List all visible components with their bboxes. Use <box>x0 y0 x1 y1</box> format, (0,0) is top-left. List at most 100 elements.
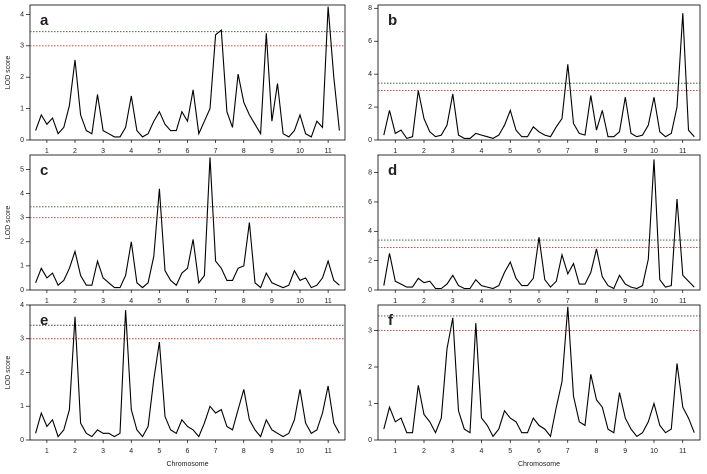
y-tick-label: 0 <box>20 437 24 444</box>
x-tick-label: 8 <box>595 148 599 155</box>
x-tick-label: 9 <box>270 298 274 305</box>
x-tick-label: 1 <box>45 448 49 455</box>
x-tick-label: 7 <box>566 298 570 305</box>
x-tick-label: 4 <box>480 298 484 305</box>
lod-curve <box>35 6 340 138</box>
x-tick-label: 2 <box>422 298 426 305</box>
y-tick-label: 3 <box>20 43 24 50</box>
x-tick-label: 10 <box>650 298 658 305</box>
x-tick-label: 1 <box>45 148 49 155</box>
panel-letter: d <box>388 162 397 179</box>
x-tick-label: 8 <box>595 298 599 305</box>
y-axis-label: LOD score <box>5 356 12 390</box>
x-axis-label: Chromosome <box>166 461 208 468</box>
x-tick-label: 8 <box>242 448 246 455</box>
x-tick-label: 3 <box>101 148 105 155</box>
y-tick-label: 1 <box>20 263 24 270</box>
x-tick-label: 1 <box>393 148 397 155</box>
x-axis-label: Chromosome <box>518 461 560 468</box>
x-tick-label: 8 <box>242 298 246 305</box>
plot-frame <box>377 4 701 141</box>
y-tick-label: 0 <box>20 137 24 144</box>
y-tick-label: 0 <box>368 437 372 444</box>
y-tick-label: 2 <box>20 369 24 376</box>
y-tick-label: 4 <box>20 11 24 18</box>
y-tick-label: 4 <box>20 302 24 309</box>
x-tick-label: 3 <box>101 448 105 455</box>
x-tick-label: 10 <box>296 448 304 455</box>
lod-curve <box>383 13 695 140</box>
x-tick-label: 4 <box>480 448 484 455</box>
y-tick-label: 3 <box>20 336 24 343</box>
x-tick-label: 11 <box>679 298 686 305</box>
x-tick-label: 4 <box>129 148 133 155</box>
x-tick-label: 4 <box>129 298 133 305</box>
y-tick-label: 4 <box>20 190 24 197</box>
y-axis-label: LOD score <box>5 206 12 240</box>
y-tick-label: 1 <box>368 400 372 407</box>
x-tick-label: 3 <box>451 148 455 155</box>
plot-frame <box>377 304 701 441</box>
y-tick-label: 1 <box>20 105 24 112</box>
x-tick-label: 2 <box>73 298 77 305</box>
y-tick-label: 2 <box>20 74 24 81</box>
x-tick-label: 10 <box>650 148 658 155</box>
x-tick-label: 5 <box>157 448 161 455</box>
y-tick-label: 3 <box>20 215 24 222</box>
lod-curve <box>35 157 340 289</box>
x-tick-label: 5 <box>508 448 512 455</box>
lod-curve <box>383 306 695 438</box>
y-tick-label: 5 <box>20 166 24 173</box>
x-tick-label: 5 <box>508 148 512 155</box>
x-tick-label: 1 <box>45 298 49 305</box>
y-tick-label: 2 <box>20 239 24 246</box>
y-tick-label: 3 <box>368 327 372 334</box>
x-tick-label: 8 <box>595 448 599 455</box>
x-tick-label: 4 <box>129 448 133 455</box>
y-tick-label: 2 <box>368 257 372 264</box>
x-tick-label: 6 <box>537 448 541 455</box>
y-tick-label: 1 <box>20 403 24 410</box>
y-tick-label: 0 <box>368 137 372 144</box>
x-tick-label: 7 <box>566 148 570 155</box>
x-tick-label: 9 <box>623 448 627 455</box>
y-tick-label: 8 <box>368 5 372 12</box>
x-tick-label: 2 <box>73 148 77 155</box>
y-tick-label: 0 <box>368 287 372 294</box>
y-tick-label: 2 <box>368 104 372 111</box>
x-tick-label: 2 <box>422 448 426 455</box>
y-tick-label: 2 <box>368 364 372 371</box>
y-tick-label: 6 <box>368 38 372 45</box>
panel-letter: b <box>388 12 397 29</box>
x-tick-label: 3 <box>451 448 455 455</box>
x-tick-label: 7 <box>566 448 570 455</box>
x-tick-label: 6 <box>537 298 541 305</box>
x-tick-label: 3 <box>451 298 455 305</box>
x-tick-label: 11 <box>679 448 686 455</box>
x-tick-label: 11 <box>324 148 331 155</box>
y-axis-label: LOD score <box>5 56 12 90</box>
x-tick-label: 5 <box>157 298 161 305</box>
y-tick-label: 6 <box>368 199 372 206</box>
lod-curve <box>35 310 340 438</box>
x-tick-label: 7 <box>214 448 218 455</box>
x-tick-label: 5 <box>157 148 161 155</box>
x-tick-label: 9 <box>623 148 627 155</box>
y-tick-label: 4 <box>368 228 372 235</box>
panel-letter: f <box>388 312 394 329</box>
panel-letter: a <box>40 12 49 29</box>
y-tick-label: 4 <box>368 71 372 78</box>
y-tick-label: 0 <box>20 287 24 294</box>
panel-letter: e <box>40 312 48 329</box>
x-tick-label: 6 <box>537 148 541 155</box>
x-tick-label: 11 <box>324 448 331 455</box>
x-tick-label: 5 <box>508 298 512 305</box>
plot-frame <box>377 154 701 291</box>
lod-curve <box>383 159 695 290</box>
plot-frame <box>29 154 346 291</box>
x-tick-label: 9 <box>623 298 627 305</box>
x-tick-label: 10 <box>296 298 304 305</box>
x-tick-label: 1 <box>393 298 397 305</box>
y-tick-label: 8 <box>368 169 372 176</box>
